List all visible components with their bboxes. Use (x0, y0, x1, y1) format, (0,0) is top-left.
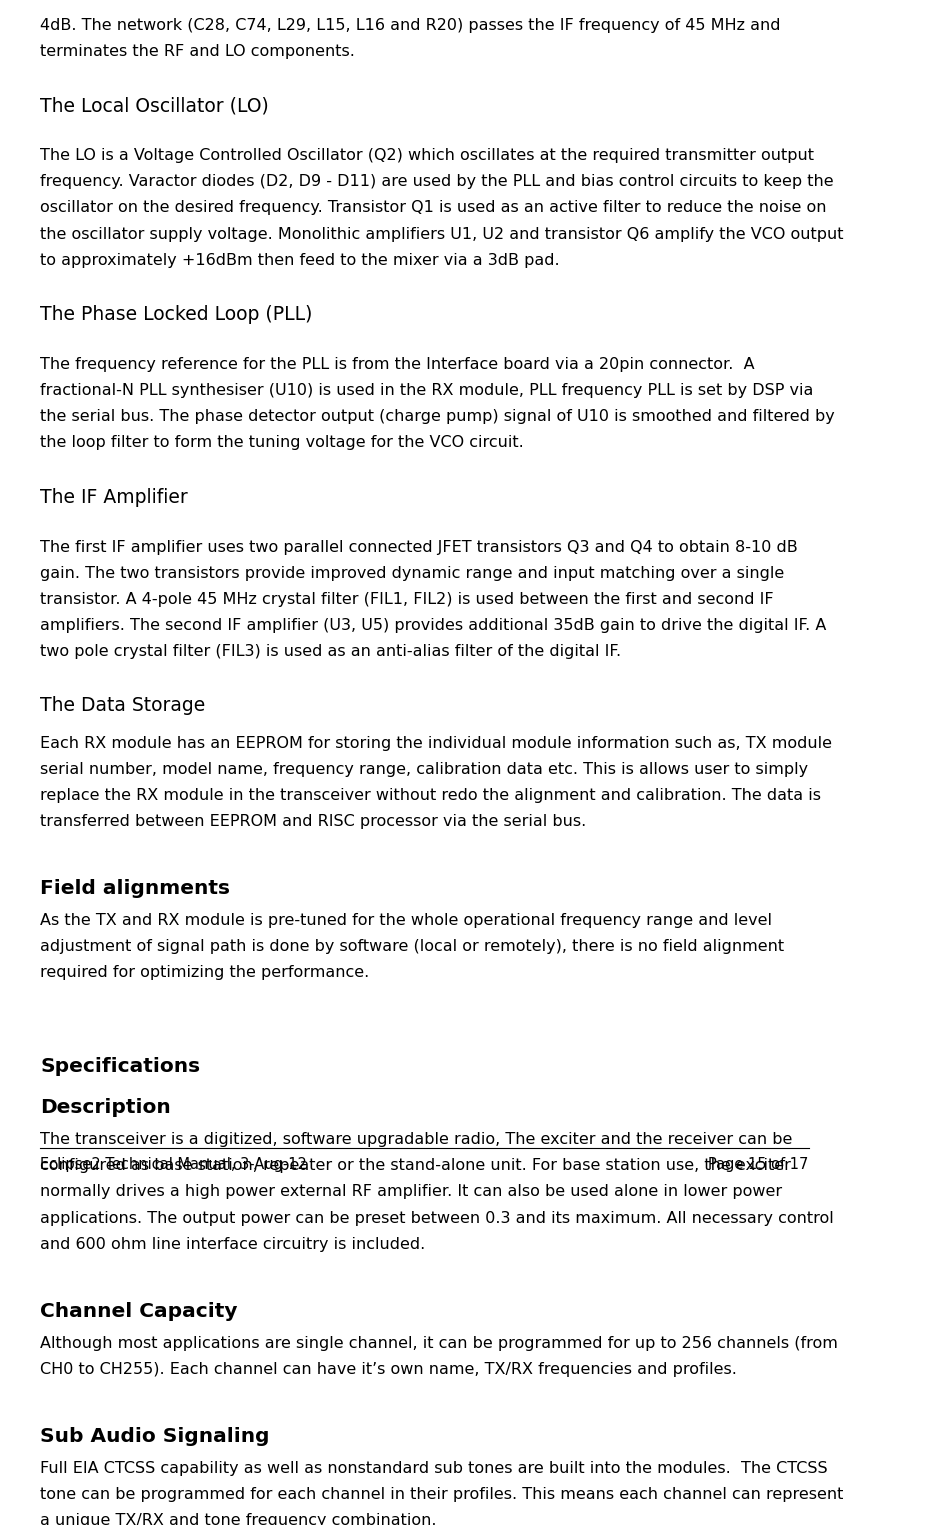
Text: fractional-N PLL synthesiser (U10) is used in the RX module, PLL frequency PLL i: fractional-N PLL synthesiser (U10) is us… (40, 383, 813, 398)
Text: the serial bus. The phase detector output (charge pump) signal of U10 is smoothe: the serial bus. The phase detector outpu… (40, 409, 835, 424)
Text: Eclipse2 Technical Manual, 3-Aug-12: Eclipse2 Technical Manual, 3-Aug-12 (40, 1157, 307, 1171)
Text: replace the RX module in the transceiver without redo the alignment and calibrat: replace the RX module in the transceiver… (40, 788, 821, 802)
Text: amplifiers. The second IF amplifier (U3, U5) provides additional 35dB gain to dr: amplifiers. The second IF amplifier (U3,… (40, 618, 826, 633)
Text: to approximately +16dBm then feed to the mixer via a 3dB pad.: to approximately +16dBm then feed to the… (40, 253, 560, 268)
Text: Page 15 of 17: Page 15 of 17 (708, 1157, 808, 1171)
Text: Description: Description (40, 1098, 171, 1118)
Text: tone can be programmed for each channel in their profiles. This means each chann: tone can be programmed for each channel … (40, 1487, 843, 1502)
Text: As the TX and RX module is pre-tuned for the whole operational frequency range a: As the TX and RX module is pre-tuned for… (40, 913, 772, 929)
Text: The first IF amplifier uses two parallel connected JFET transistors Q3 and Q4 to: The first IF amplifier uses two parallel… (40, 540, 798, 555)
Text: transistor. A 4-pole 45 MHz crystal filter (FIL1, FIL2) is used between the firs: transistor. A 4-pole 45 MHz crystal filt… (40, 592, 773, 607)
Text: The Local Oscillator (LO): The Local Oscillator (LO) (40, 96, 268, 114)
Text: a unique TX/RX and tone frequency combination.: a unique TX/RX and tone frequency combin… (40, 1513, 436, 1525)
Text: Specifications: Specifications (40, 1057, 200, 1075)
Text: The Phase Locked Loop (PLL): The Phase Locked Loop (PLL) (40, 305, 313, 323)
Text: Field alignments: Field alignments (40, 878, 230, 898)
Text: 4dB. The network (C28, C74, L29, L15, L16 and R20) passes the IF frequency of 45: 4dB. The network (C28, C74, L29, L15, L1… (40, 18, 781, 34)
Text: frequency. Varactor diodes (D2, D9 - D11) are used by the PLL and bias control c: frequency. Varactor diodes (D2, D9 - D11… (40, 174, 834, 189)
Text: CH0 to CH255). Each channel can have it’s own name, TX/RX frequencies and profil: CH0 to CH255). Each channel can have it’… (40, 1362, 737, 1377)
Text: terminates the RF and LO components.: terminates the RF and LO components. (40, 44, 355, 59)
Text: Each RX module has an EEPROM for storing the individual module information such : Each RX module has an EEPROM for storing… (40, 735, 832, 750)
Text: The IF Amplifier: The IF Amplifier (40, 488, 187, 506)
Text: gain. The two transistors provide improved dynamic range and input matching over: gain. The two transistors provide improv… (40, 566, 785, 581)
Text: the oscillator supply voltage. Monolithic amplifiers U1, U2 and transistor Q6 am: the oscillator supply voltage. Monolithi… (40, 227, 843, 241)
Text: the loop filter to form the tuning voltage for the VCO circuit.: the loop filter to form the tuning volta… (40, 436, 524, 450)
Text: normally drives a high power external RF amplifier. It can also be used alone in: normally drives a high power external RF… (40, 1185, 782, 1200)
Text: transferred between EEPROM and RISC processor via the serial bus.: transferred between EEPROM and RISC proc… (40, 814, 586, 830)
Text: The LO is a Voltage Controlled Oscillator (Q2) which oscillates at the required : The LO is a Voltage Controlled Oscillato… (40, 148, 814, 163)
Text: The transceiver is a digitized, software upgradable radio, The exciter and the r: The transceiver is a digitized, software… (40, 1132, 792, 1147)
Text: oscillator on the desired frequency. Transistor Q1 is used as an active filter t: oscillator on the desired frequency. Tra… (40, 200, 826, 215)
Text: two pole crystal filter (FIL3) is used as an anti-alias filter of the digital IF: two pole crystal filter (FIL3) is used a… (40, 644, 621, 659)
Text: serial number, model name, frequency range, calibration data etc. This is allows: serial number, model name, frequency ran… (40, 761, 808, 776)
Text: Sub Audio Signaling: Sub Audio Signaling (40, 1427, 269, 1446)
Text: The frequency reference for the PLL is from the Interface board via a 20pin conn: The frequency reference for the PLL is f… (40, 357, 755, 372)
Text: Although most applications are single channel, it can be programmed for up to 25: Although most applications are single ch… (40, 1336, 837, 1351)
Text: configured as base station, repeater or the stand-alone unit. For base station u: configured as base station, repeater or … (40, 1159, 791, 1173)
Text: Channel Capacity: Channel Capacity (40, 1302, 237, 1321)
Text: Full EIA CTCSS capability as well as nonstandard sub tones are built into the mo: Full EIA CTCSS capability as well as non… (40, 1461, 828, 1476)
Text: applications. The output power can be preset between 0.3 and its maximum. All ne: applications. The output power can be pr… (40, 1211, 834, 1226)
Text: required for optimizing the performance.: required for optimizing the performance. (40, 965, 369, 981)
Text: The Data Storage: The Data Storage (40, 697, 205, 715)
Text: and 600 ohm line interface circuitry is included.: and 600 ohm line interface circuitry is … (40, 1237, 425, 1252)
Text: adjustment of signal path is done by software (local or remotely), there is no f: adjustment of signal path is done by sof… (40, 939, 784, 955)
